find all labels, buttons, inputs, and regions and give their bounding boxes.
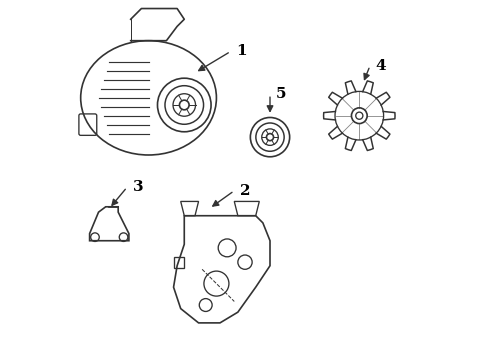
- Text: 3: 3: [132, 180, 143, 194]
- Text: 5: 5: [275, 87, 286, 101]
- Text: 1: 1: [236, 44, 246, 58]
- Text: 4: 4: [375, 59, 386, 73]
- Text: 2: 2: [240, 184, 250, 198]
